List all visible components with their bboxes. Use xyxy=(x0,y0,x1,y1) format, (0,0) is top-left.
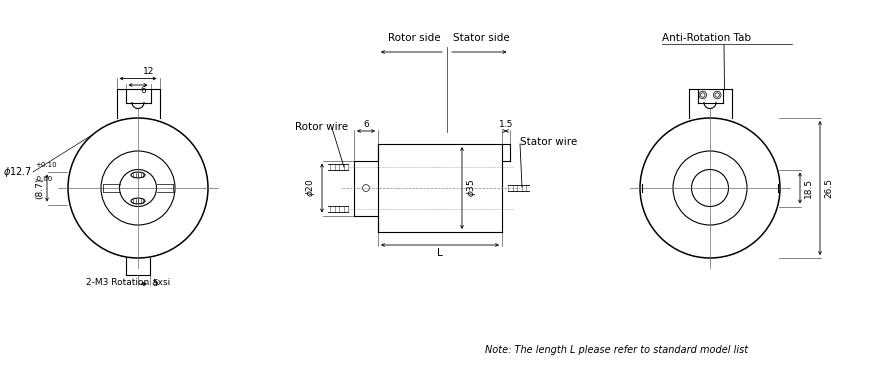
Text: $\phi$20: $\phi$20 xyxy=(304,179,317,197)
Text: Stator side: Stator side xyxy=(453,33,510,43)
Text: Stator wire: Stator wire xyxy=(520,137,577,147)
Text: L: L xyxy=(437,248,443,258)
Text: Anti-Rotation Tab: Anti-Rotation Tab xyxy=(662,33,751,43)
Text: 5: 5 xyxy=(152,279,158,289)
Text: $\phi$12.7: $\phi$12.7 xyxy=(3,165,31,179)
Text: 1.5: 1.5 xyxy=(498,120,513,128)
Text: 18.5: 18.5 xyxy=(804,178,813,198)
Text: 26.5: 26.5 xyxy=(824,178,833,198)
Text: Note: The length L please refer to standard model list: Note: The length L please refer to stand… xyxy=(485,345,748,355)
Text: $\phi$35: $\phi$35 xyxy=(465,179,478,197)
Text: 12: 12 xyxy=(143,67,154,76)
Text: 6: 6 xyxy=(140,85,146,94)
Text: 6: 6 xyxy=(363,120,369,128)
Text: (8.7): (8.7) xyxy=(35,177,44,199)
Text: Rotor wire: Rotor wire xyxy=(295,122,349,132)
Text: +0.10: +0.10 xyxy=(35,162,56,168)
Text: Rotor side: Rotor side xyxy=(388,33,441,43)
Text: 2-M3 Rotation axsi: 2-M3 Rotation axsi xyxy=(86,278,170,287)
Text: -0.00: -0.00 xyxy=(35,176,53,182)
